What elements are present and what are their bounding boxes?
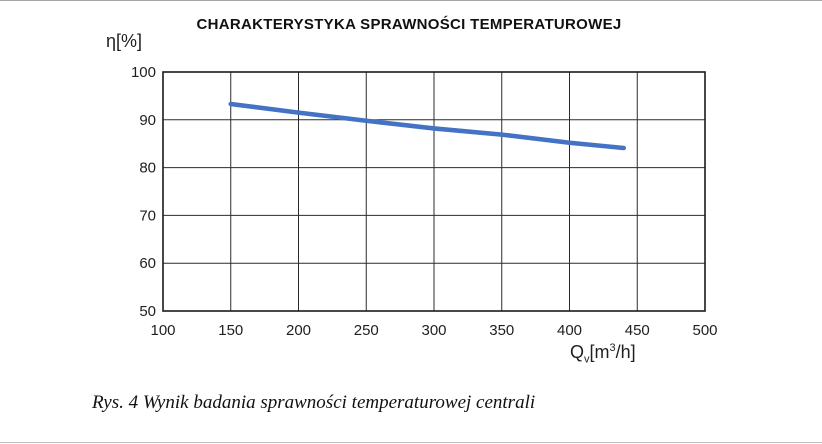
y-tick-label: 70 xyxy=(139,207,156,224)
y-tick-label: 60 xyxy=(139,255,156,272)
x-tick-label: 150 xyxy=(218,322,243,339)
x-unit-superscript: 3 xyxy=(609,342,616,354)
y-tick-label: 100 xyxy=(131,64,156,81)
x-unit-bracket-close: /h] xyxy=(615,342,636,362)
x-tick-label: 400 xyxy=(557,322,582,339)
x-tick-label: 350 xyxy=(489,322,514,339)
x-tick-label: 200 xyxy=(286,322,311,339)
plot-border xyxy=(162,71,706,312)
x-tick-label: 250 xyxy=(354,322,379,339)
x-unit-bracket-open: [m xyxy=(589,342,610,362)
x-tick-label: 500 xyxy=(692,322,717,339)
efficiency-line xyxy=(228,101,627,151)
chart-title: CHARAKTERYSTYKA SPRAWNOŚCI TEMPERATUROWE… xyxy=(196,16,622,33)
x-unit-symbol: Q xyxy=(570,342,585,362)
x-tick-label: 450 xyxy=(625,322,650,339)
x-unit-subscript: v xyxy=(584,353,590,366)
y-tick-label: 50 xyxy=(139,303,156,320)
x-axis-unit-label: Qv[m3/h] xyxy=(570,342,636,366)
x-tick-label: 100 xyxy=(150,322,175,339)
figure-caption: Rys. 4 Wynik badania sprawności temperat… xyxy=(92,392,536,413)
y-tick-label: 90 xyxy=(139,112,156,129)
x-tick-label: 300 xyxy=(421,322,446,339)
y-tick-label: 80 xyxy=(139,160,156,177)
y-axis-unit-label: η[%] xyxy=(106,31,143,51)
